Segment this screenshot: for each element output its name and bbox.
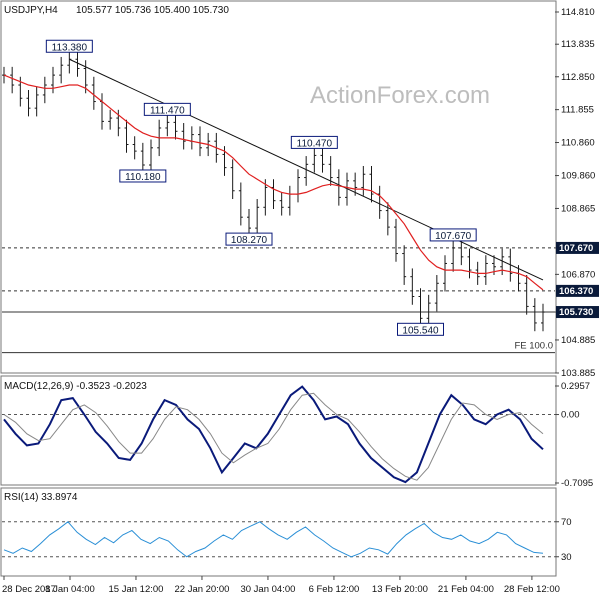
rsi-line bbox=[3, 521, 544, 558]
moving-average-line bbox=[3, 74, 544, 291]
price-y-tick-label: 106.870 bbox=[561, 269, 595, 280]
price-y-tick-label: 104.885 bbox=[561, 335, 595, 346]
price-y-tick-label: 114.810 bbox=[561, 7, 595, 18]
macd-pane-frame bbox=[0, 375, 557, 486]
swing-label: 111.470 bbox=[150, 105, 185, 116]
x-tick-label: 13 Feb 20:00 bbox=[372, 584, 428, 595]
swing-label: 110.180 bbox=[125, 172, 161, 183]
fe-label: FE 100.0 bbox=[514, 341, 553, 352]
price-y-tick-label: 113.835 bbox=[561, 39, 595, 50]
watermark: ActionForex.com bbox=[310, 82, 490, 109]
x-tick-label: 30 Jan 04:00 bbox=[240, 584, 295, 595]
swing-label: 105.540 bbox=[402, 325, 439, 336]
macd-y-tick-label: 0.2957 bbox=[561, 381, 590, 392]
rsi-y-tick-label: 70 bbox=[561, 517, 572, 528]
rsi-title: RSI(14) 33.8974 bbox=[4, 492, 78, 503]
x-tick-label: 28 Feb 12:00 bbox=[504, 584, 560, 595]
price-level-tag-label: 105.730 bbox=[559, 307, 593, 318]
swing-label: 113.380 bbox=[52, 42, 88, 53]
price-y-tick-label: 103.885 bbox=[561, 368, 595, 379]
macd-signal-line bbox=[3, 392, 544, 481]
price-layer: FE 100.0 113.380 110.180 111.470 108.270 110.… bbox=[2, 39, 555, 354]
chart-title-symbol: USDJPY,H4 bbox=[4, 5, 58, 16]
macd-line bbox=[3, 385, 544, 484]
swing-label: 107.670 bbox=[435, 231, 472, 242]
price-y-tick-label: 111.855 bbox=[561, 105, 594, 116]
swing-label-box bbox=[45, 39, 93, 53]
price-level-tag bbox=[556, 306, 599, 319]
rsi-pane-frame bbox=[0, 487, 557, 577]
price-level-tag bbox=[556, 241, 599, 254]
price-pane-frame bbox=[0, 0, 557, 374]
swing-label: 110.470 bbox=[297, 138, 333, 149]
macd-y-tick-label: 0.00 bbox=[561, 410, 580, 421]
rsi-y-tick-label: 30 bbox=[561, 552, 572, 563]
macd-layer bbox=[2, 385, 555, 484]
price-y-tick-label: 108.865 bbox=[561, 203, 595, 214]
price-level-tag-label: 106.370 bbox=[559, 286, 593, 297]
price-y-tick-label: 112.850 bbox=[561, 72, 595, 83]
price-y-tick-label: 110.860 bbox=[561, 138, 595, 149]
x-tick-label: 15 Jan 12:00 bbox=[109, 584, 164, 595]
swing-label-box bbox=[225, 232, 273, 246]
x-tick-label: 21 Feb 04:00 bbox=[438, 584, 494, 595]
macd-title: MACD(12,26,9) -0.3523 -0.2023 bbox=[4, 381, 147, 392]
swing-label-box bbox=[397, 322, 444, 336]
price-level-tag-label: 107.670 bbox=[559, 243, 593, 254]
axes-layer: 114.810 113.835 112.850 111.855 110.860 109.8… bbox=[2, 7, 599, 595]
macd-y-tick-label: -0.7095 bbox=[561, 478, 593, 489]
rsi-layer bbox=[2, 521, 555, 558]
swing-label-box bbox=[119, 169, 167, 183]
swing-label-box bbox=[143, 102, 191, 116]
swing-label: 108.270 bbox=[231, 235, 268, 246]
price-y-tick-label: 109.860 bbox=[561, 171, 595, 182]
x-tick-label: 6 Feb 12:00 bbox=[309, 584, 360, 595]
x-tick-label: 28 Dec 2017 bbox=[2, 584, 56, 595]
price-level-tag bbox=[556, 284, 599, 297]
x-tick-label: 8 Jan 04:00 bbox=[45, 584, 95, 595]
x-tick-label: 22 Jan 20:00 bbox=[174, 584, 229, 595]
swing-label-box bbox=[429, 228, 477, 242]
swing-label-box bbox=[290, 135, 338, 149]
chart-title-ohlc: 105.577 105.736 105.400 105.730 bbox=[76, 5, 229, 16]
